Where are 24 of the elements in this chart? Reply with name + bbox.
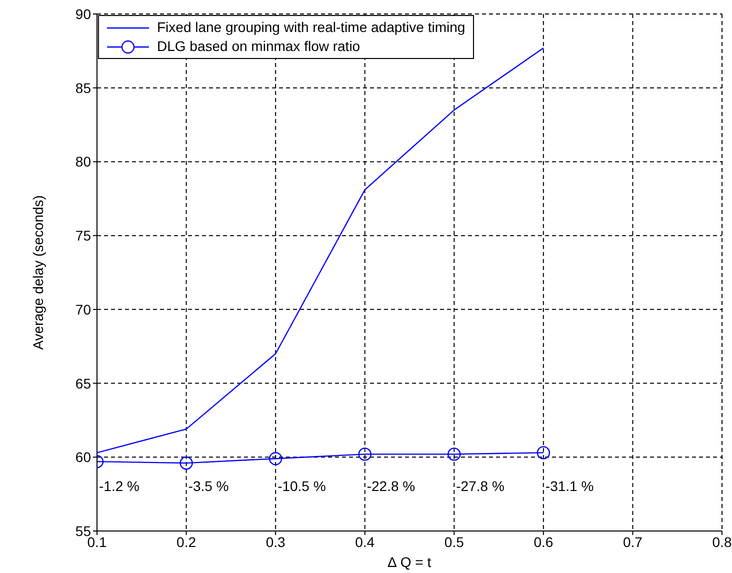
y-axis-title: Average delay (seconds) — [30, 195, 46, 350]
y-tick-label: 70 — [75, 301, 92, 318]
x-tick-label: 0.7 — [622, 534, 643, 550]
x-tick-label: 0.5 — [444, 534, 464, 550]
y-tick-label: 60 — [75, 449, 92, 466]
annotation: -27.8 % — [456, 478, 504, 494]
legend-label: DLG based on minmax flow ratio — [157, 37, 360, 56]
y-tick-label: 80 — [75, 154, 92, 170]
y-tick-label: 85 — [75, 80, 92, 96]
x-tick-label: 0.3 — [266, 534, 286, 550]
x-tick-label: 0.8 — [712, 534, 732, 550]
x-tick-label: 0.2 — [176, 534, 196, 550]
annotation: -10.5 % — [278, 478, 326, 494]
annotation: -1.2 % — [99, 478, 140, 494]
annotation: -3.5 % — [188, 478, 229, 494]
x-axis-title: ∆ Q = t — [388, 554, 432, 570]
y-tick-label: 65 — [75, 375, 92, 392]
x-tick-label: 0.4 — [355, 534, 375, 550]
annotation: -22.8 % — [366, 478, 416, 494]
y-tick-label: 90 — [75, 6, 92, 22]
x-tick-label: 0.6 — [534, 534, 554, 550]
annotation: -31.1 % — [545, 478, 594, 494]
y-tick-label: 75 — [75, 228, 92, 244]
legend-label: Fixed lane grouping with real-time adaptive timing — [157, 18, 466, 37]
